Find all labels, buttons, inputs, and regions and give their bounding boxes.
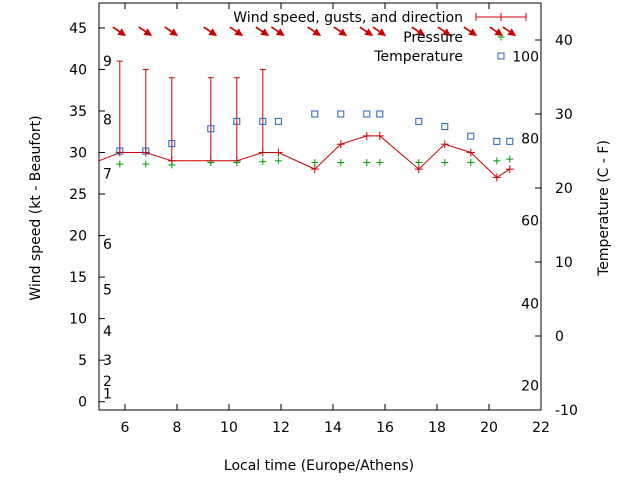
- y-right-tick-label: 0: [555, 329, 564, 345]
- temperature-point: [376, 110, 384, 118]
- fahrenheit-label: 40: [521, 296, 539, 312]
- x-tick-label: 12: [272, 420, 290, 436]
- fahrenheit-label: 20: [521, 379, 539, 395]
- wind-direction-arrow: [372, 26, 387, 36]
- y-right-tick-label: 30: [555, 107, 573, 123]
- temperature-point: [116, 147, 124, 155]
- x-tick-label: 16: [376, 420, 394, 436]
- wind-direction-arrow: [255, 26, 270, 36]
- y-left-tick-label: 40: [69, 62, 87, 78]
- x-axis-title: Local time (Europe/Athens): [224, 458, 414, 474]
- y-right-tick-label: -10: [555, 403, 578, 419]
- y-left-tick-label: 30: [69, 146, 87, 162]
- wind-direction-arrow: [359, 26, 374, 36]
- legend-label: Wind speed, gusts, and direction: [233, 10, 463, 26]
- x-tick-label: 20: [480, 420, 498, 436]
- wind-direction-arrow: [307, 26, 322, 36]
- wind-speed-line: [98, 135, 511, 179]
- legend-label: Pressure: [403, 30, 463, 46]
- plot-frame: [98, 2, 542, 411]
- beaufort-label: 1: [103, 386, 112, 402]
- wind-direction-arrow: [164, 26, 179, 36]
- beaufort-label: 2: [103, 374, 112, 390]
- wind-direction-arrow: [270, 26, 285, 36]
- wind-direction-arrow: [437, 26, 452, 36]
- temperature-point: [441, 123, 449, 131]
- temperature-point: [506, 137, 514, 145]
- fahrenheit-label: 100: [512, 49, 539, 65]
- y-right-tick-label: 10: [555, 255, 573, 271]
- beaufort-label: 9: [103, 54, 112, 70]
- temperature-point: [415, 117, 423, 125]
- x-tick-label: 18: [428, 420, 446, 436]
- temperature-point: [311, 110, 319, 118]
- wind-direction-arrow: [138, 26, 153, 36]
- temperature-point: [493, 137, 501, 145]
- legend-key-temperature: [497, 52, 505, 60]
- x-tick-label: 10: [220, 420, 238, 436]
- x-tick-label: 8: [173, 420, 182, 436]
- y-left-tick-label: 0: [78, 395, 87, 411]
- temperature-point: [233, 117, 241, 125]
- y-left-tick-label: 25: [69, 187, 87, 203]
- y-left-tick-label: 20: [69, 229, 87, 245]
- beaufort-label: 4: [103, 324, 112, 340]
- y-left-tick-label: 35: [69, 104, 87, 120]
- y-left-tick-label: 5: [78, 353, 87, 369]
- wind-direction-arrow: [229, 26, 244, 36]
- legend-label: Temperature: [373, 49, 463, 65]
- beaufort-label: 5: [103, 283, 112, 299]
- wind-direction-arrow: [502, 26, 517, 36]
- temperature-point: [207, 125, 215, 133]
- y-left-tick-label: 10: [69, 312, 87, 328]
- fahrenheit-label: 60: [521, 214, 539, 230]
- temperature-point: [259, 117, 267, 125]
- temperature-point: [142, 147, 150, 155]
- y-axis-title-left: Wind speed (kt - Beaufort): [28, 115, 44, 300]
- x-tick-label: 6: [121, 420, 130, 436]
- beaufort-label: 7: [103, 166, 112, 182]
- temperature-point: [363, 110, 371, 118]
- x-tick-label: 22: [532, 420, 550, 436]
- wind-direction-arrow: [203, 26, 218, 36]
- wind-direction-arrow: [333, 26, 348, 36]
- x-tick-label: 14: [324, 420, 342, 436]
- temperature-point: [168, 140, 176, 148]
- wind-direction-arrow: [489, 26, 504, 36]
- temperature-point: [337, 110, 345, 118]
- wind-direction-arrow: [112, 26, 127, 36]
- y-left-tick-label: 15: [69, 270, 87, 286]
- y-axis-title-right: Temperature (C - F): [596, 140, 612, 277]
- y-left-tick-label: 45: [69, 21, 87, 37]
- temperature-point: [274, 117, 282, 125]
- y-right-tick-label: 40: [555, 33, 573, 49]
- beaufort-label: 6: [103, 237, 112, 253]
- wind-direction-arrow: [463, 26, 478, 36]
- wind-direction-arrow: [411, 26, 426, 36]
- temperature-point: [467, 132, 475, 140]
- beaufort-label: 3: [103, 353, 112, 369]
- fahrenheit-label: 80: [521, 131, 539, 147]
- y-right-tick-label: 20: [555, 181, 573, 197]
- beaufort-label: 8: [103, 112, 112, 128]
